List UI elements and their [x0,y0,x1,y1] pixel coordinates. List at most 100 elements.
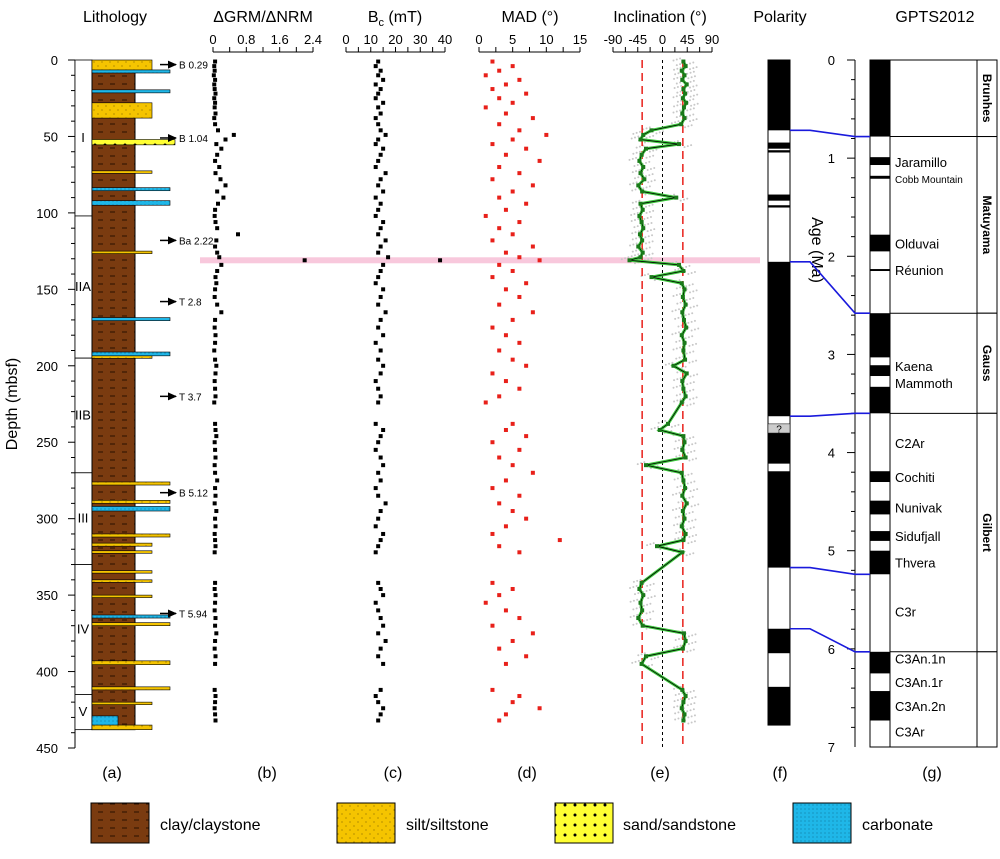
cloud-point [650,596,653,599]
cloud-point [673,77,676,80]
cloud-point [673,105,676,108]
legend-swatch-clay [90,802,150,844]
cloud-point [674,638,677,641]
cloud-point [679,75,682,78]
cloud-point [674,440,677,443]
title-bc-main: B [368,9,379,26]
cloud-point [676,486,679,489]
cloud-point [688,264,691,267]
cloud-point [633,212,636,215]
cloud-point [676,699,679,702]
cloud-point [647,597,650,600]
datum-label: B 0.29 [179,61,208,72]
data-point-c [378,317,383,322]
cloud-point [692,79,695,82]
cloud-point [684,314,687,317]
data-point-b [212,68,217,73]
cloud-point [692,67,695,70]
layer-carbonate [91,200,171,206]
cloud-point [675,95,678,98]
data-point-c [381,363,386,368]
cloud-point [679,63,682,66]
depth-tick-label: 200 [36,359,58,374]
cloud-point [679,199,682,202]
data-point-e [655,544,659,549]
unit-label: IIA [75,279,91,294]
datum-label: Ba 2.22 [179,236,214,247]
data-point-b [213,700,218,705]
data-point-d [510,638,515,643]
cloud-point [645,205,647,208]
data-point-e [684,82,689,87]
depth-tick-label: 150 [36,282,58,297]
data-point-e [684,501,689,506]
cloud-point [657,656,660,659]
data-point-d [503,608,508,613]
cloud-point [675,492,678,495]
cloud-point [678,507,681,510]
cloud-point [673,87,676,90]
cloud-point [674,712,677,715]
data-point-d [490,623,495,628]
unit-label: III [78,511,89,526]
data-point-b [214,363,219,368]
cloud-point [673,379,676,382]
cloud-point [635,584,638,587]
cloud-point [651,173,654,176]
data-point-b [215,226,220,231]
cloud-point [693,480,696,483]
cloud-point [675,64,678,67]
cloud-point [684,365,687,368]
normal-polarity-interval [768,142,790,149]
cloud-point [671,493,674,496]
data-point-d [503,524,508,529]
layer-silt [91,579,153,583]
data-point-c [376,91,381,96]
data-point-d [510,586,515,591]
cloud-point [645,175,647,178]
cloud-point [685,352,688,355]
data-point-b [213,580,218,585]
cloud-point [676,446,679,449]
cloud-point [687,698,690,701]
data-point-b [212,463,217,468]
normal-polarity-interval [768,433,790,464]
cloud-point [695,66,698,69]
cloud-point [696,102,699,105]
cloud-point [673,193,676,196]
data-point-c [381,100,386,105]
cloud-point [678,693,680,696]
data-point-c [376,608,381,613]
data-point-e [640,250,645,255]
cloud-point [673,700,676,703]
cloud-point [632,207,635,210]
depth-tick-label: 0 [51,53,58,68]
data-point-e [681,87,686,92]
cloud-point [691,458,694,461]
cloud-point [649,215,652,218]
cloud-point [632,615,635,618]
legend-label-carbonate: carbonate [862,817,933,834]
cloud-point [676,91,679,94]
cloud-point [659,548,662,551]
cloud-point [689,71,692,74]
data-point-d [517,294,522,299]
unit-label: IIB [75,407,91,422]
cloud-point [677,423,680,426]
x-tick-label: -45 [628,32,647,47]
chron-box [976,651,998,748]
cloud-point [685,298,688,301]
cloud-point [695,289,698,292]
cloud-point [683,146,686,149]
cloud-point [652,582,655,585]
data-point-d [497,302,502,307]
cloud-point [690,124,693,127]
data-point-b [212,105,217,110]
data-point-c [381,220,386,225]
cloud-point [686,710,689,713]
cloud-point [694,696,697,699]
data-point-b [221,195,226,200]
cloud-point [691,283,694,286]
data-point-b [213,357,218,362]
cloud-point [670,425,673,428]
